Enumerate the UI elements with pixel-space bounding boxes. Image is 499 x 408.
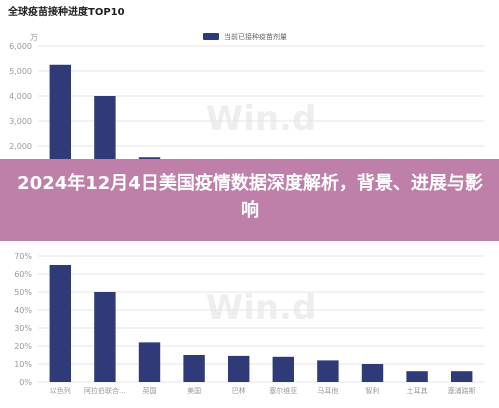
bar: [272, 356, 295, 382]
y-tick-label: 60%: [14, 270, 32, 279]
bar: [138, 342, 161, 382]
y-tick-label: 5,000: [9, 67, 32, 76]
y-tick-label: 6,000: [9, 42, 32, 51]
bar: [49, 64, 72, 159]
x-tick-label: 阿拉伯联合...: [84, 386, 126, 395]
y-tick-label: 80%: [14, 241, 32, 243]
y-tick-label: 10%: [14, 360, 32, 369]
bar: [361, 364, 384, 382]
y-unit-label: 万: [30, 33, 38, 42]
y-tick-label: 0%: [19, 378, 32, 387]
bar: [94, 292, 116, 382]
x-tick-label: 英国: [143, 386, 157, 395]
bar: [227, 355, 250, 382]
y-tick-label: 3,000: [9, 117, 32, 126]
x-tick-label: 马耳他: [317, 386, 338, 395]
x-tick-label: 土耳其: [407, 386, 428, 395]
y-tick-label: 4,000: [9, 92, 32, 101]
y-tick-label: 70%: [14, 252, 32, 261]
x-tick-label: 智利: [366, 386, 380, 395]
x-tick-label: 巴林: [232, 386, 246, 395]
vaccination-rate-bar-chart: Win.d 0% 10% 20% 30% 40% 50% 60% 70% 80% 以色列 阿拉伯联合.…: [14, 241, 484, 395]
y-tick-label: 20%: [14, 342, 32, 351]
x-tick-label: 塞浦路斯: [448, 386, 476, 395]
bar: [94, 96, 116, 159]
headline-banner: 2024年12月4日美国疫情数据深度解析，背景、进展与影响: [0, 159, 499, 241]
y-tick-label: 50%: [14, 288, 32, 297]
x-tick-label: 以色列: [50, 386, 71, 395]
y-tick-label: 2,000: [9, 142, 32, 151]
bar: [49, 265, 72, 382]
watermark-text: Win.d: [206, 99, 317, 139]
doses-bar-chart: Win.d01,0002,0003,0004,0005,0006,000美国中国…: [9, 32, 484, 159]
bar: [450, 371, 473, 382]
legend-label: 当前已接种疫苗剂量: [224, 32, 287, 41]
x-tick-label: 塞尔维亚: [269, 386, 297, 395]
y-tick-label: 40%: [14, 306, 32, 315]
bar: [406, 371, 428, 382]
watermark-text: Win.d: [206, 288, 317, 328]
bar: [138, 157, 161, 159]
bar: [183, 355, 205, 382]
headline-text: 2024年12月4日美国疫情数据深度解析，背景、进展与影响: [17, 173, 483, 221]
card-title: 全球疫苗接种进度TOP10: [8, 7, 125, 18]
y-tick-label: 30%: [14, 324, 32, 333]
x-tick-label: 美国: [187, 386, 201, 395]
legend-swatch: [203, 33, 219, 40]
bar: [317, 360, 339, 382]
